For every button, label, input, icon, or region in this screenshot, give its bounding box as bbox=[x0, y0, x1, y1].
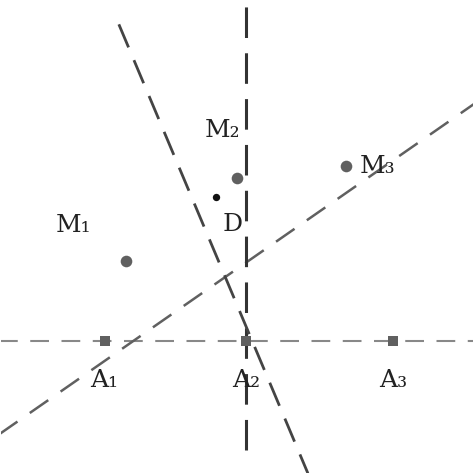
Point bbox=[243, 337, 250, 345]
Point bbox=[233, 174, 241, 182]
Text: A₁: A₁ bbox=[91, 369, 118, 392]
Point bbox=[101, 337, 109, 345]
Text: M₁: M₁ bbox=[56, 214, 92, 237]
Text: M₂: M₂ bbox=[205, 119, 241, 143]
Point bbox=[212, 193, 219, 201]
Point bbox=[342, 162, 349, 170]
Text: M₃: M₃ bbox=[360, 155, 395, 178]
Point bbox=[122, 257, 130, 264]
Point bbox=[389, 337, 397, 345]
Text: D: D bbox=[223, 213, 243, 237]
Text: A₃: A₃ bbox=[379, 369, 407, 392]
Text: A₂: A₂ bbox=[232, 369, 261, 392]
